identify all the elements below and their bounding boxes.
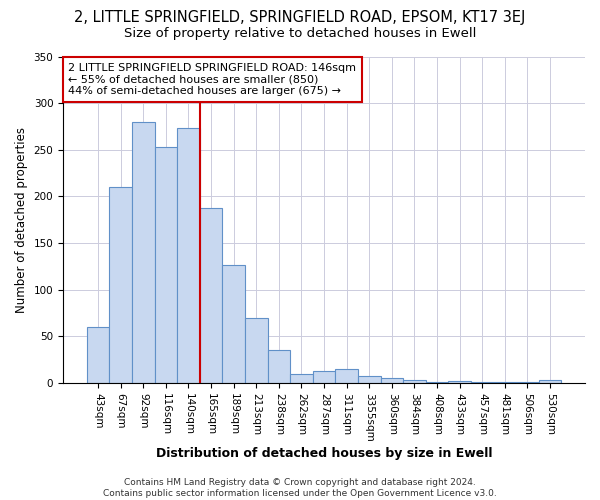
Bar (403, 380, 425, 383)
Bar (539, 380, 561, 383)
Bar (358, 376, 380, 383)
Bar (200, 208, 223, 383)
Bar (471, 382, 493, 383)
Y-axis label: Number of detached properties: Number of detached properties (15, 126, 28, 312)
Bar (268, 350, 290, 383)
Text: 2 LITTLE SPRINGFIELD SPRINGFIELD ROAD: 146sqm
← 55% of detached houses are small: 2 LITTLE SPRINGFIELD SPRINGFIELD ROAD: 1… (68, 63, 356, 96)
Bar (425, 382, 448, 383)
Bar (132, 122, 155, 383)
Bar (223, 264, 245, 383)
Bar (87, 327, 109, 383)
Bar (245, 318, 268, 383)
Text: Size of property relative to detached houses in Ewell: Size of property relative to detached ho… (124, 28, 476, 40)
Bar (335, 369, 358, 383)
Bar (313, 371, 335, 383)
Text: Contains HM Land Registry data © Crown copyright and database right 2024.
Contai: Contains HM Land Registry data © Crown c… (103, 478, 497, 498)
Bar (177, 128, 200, 383)
Bar (290, 374, 313, 383)
Bar (516, 382, 539, 383)
Text: 2, LITTLE SPRINGFIELD, SPRINGFIELD ROAD, EPSOM, KT17 3EJ: 2, LITTLE SPRINGFIELD, SPRINGFIELD ROAD,… (74, 10, 526, 25)
Bar (109, 187, 132, 383)
Bar (380, 378, 403, 383)
X-axis label: Distribution of detached houses by size in Ewell: Distribution of detached houses by size … (156, 447, 492, 460)
Bar (493, 382, 516, 383)
Bar (448, 381, 471, 383)
Bar (155, 147, 177, 383)
